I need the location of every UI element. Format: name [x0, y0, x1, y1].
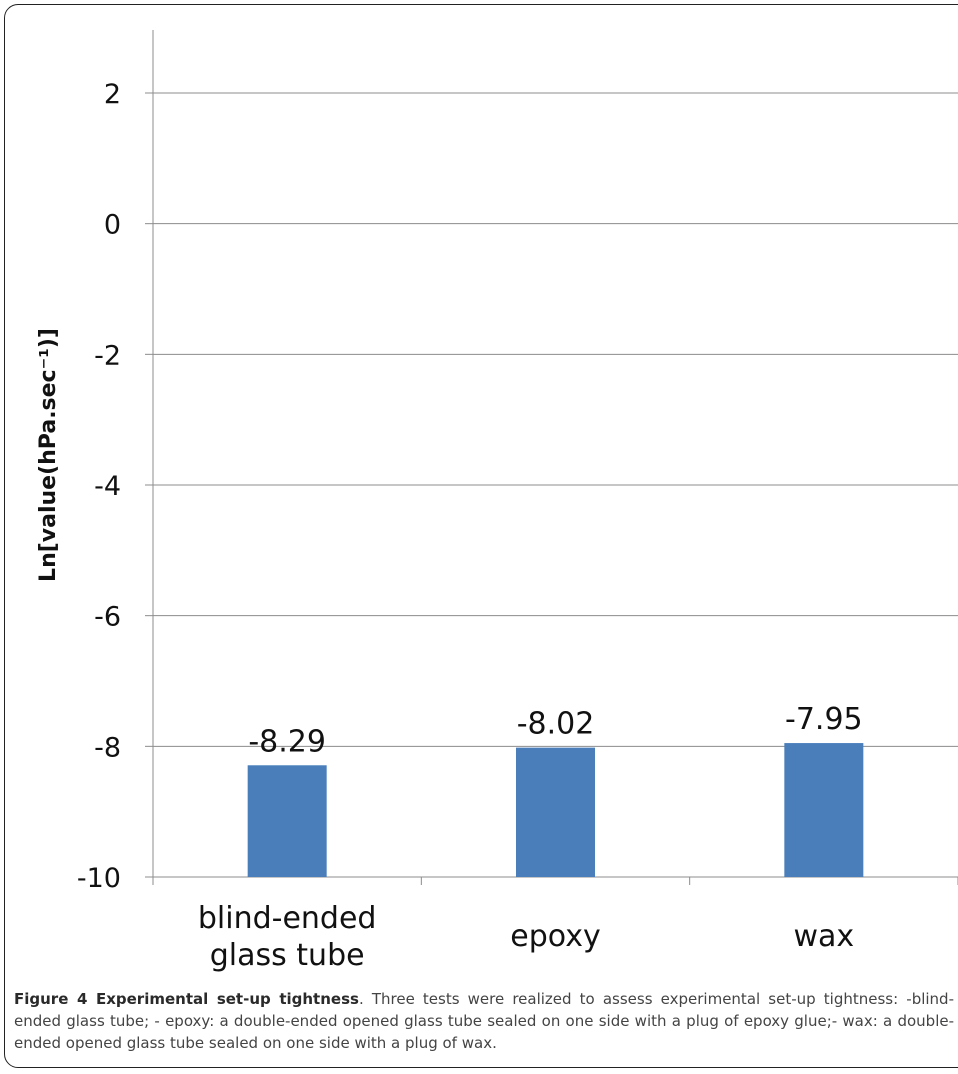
- y-axis-title: Ln[value(hPa.sec⁻¹)]: [36, 328, 61, 582]
- gridlines: [153, 92, 958, 747]
- category-label: epoxy: [510, 919, 600, 954]
- y-tick-label: -10: [77, 863, 121, 894]
- bar: [247, 765, 327, 877]
- y-tick-label: 2: [104, 79, 121, 110]
- y-tick-label: -8: [94, 732, 121, 763]
- bar: [516, 747, 595, 877]
- data-label: -8.02: [517, 707, 595, 742]
- y-tick-label: -4: [94, 471, 121, 502]
- figure-caption: Figure 4 Experimental set-up tightness. …: [14, 988, 954, 1054]
- data-label: -7.95: [785, 702, 863, 737]
- bar: [784, 743, 864, 877]
- bars: [247, 743, 864, 877]
- category-label: wax: [793, 919, 854, 954]
- y-tick-label: -6: [94, 602, 121, 633]
- figure-frame: [4, 4, 958, 1068]
- caption-label: Figure 4 Experimental set-up tightness: [14, 990, 359, 1008]
- y-tick-label: -2: [94, 340, 121, 371]
- caption-text: . Three tests were realized to assess ex…: [14, 990, 954, 1052]
- data-label: -8.29: [248, 724, 326, 759]
- y-tick-label: 0: [104, 210, 121, 241]
- category-label: blind-ended: [198, 901, 377, 936]
- category-label: glass tube: [210, 938, 365, 973]
